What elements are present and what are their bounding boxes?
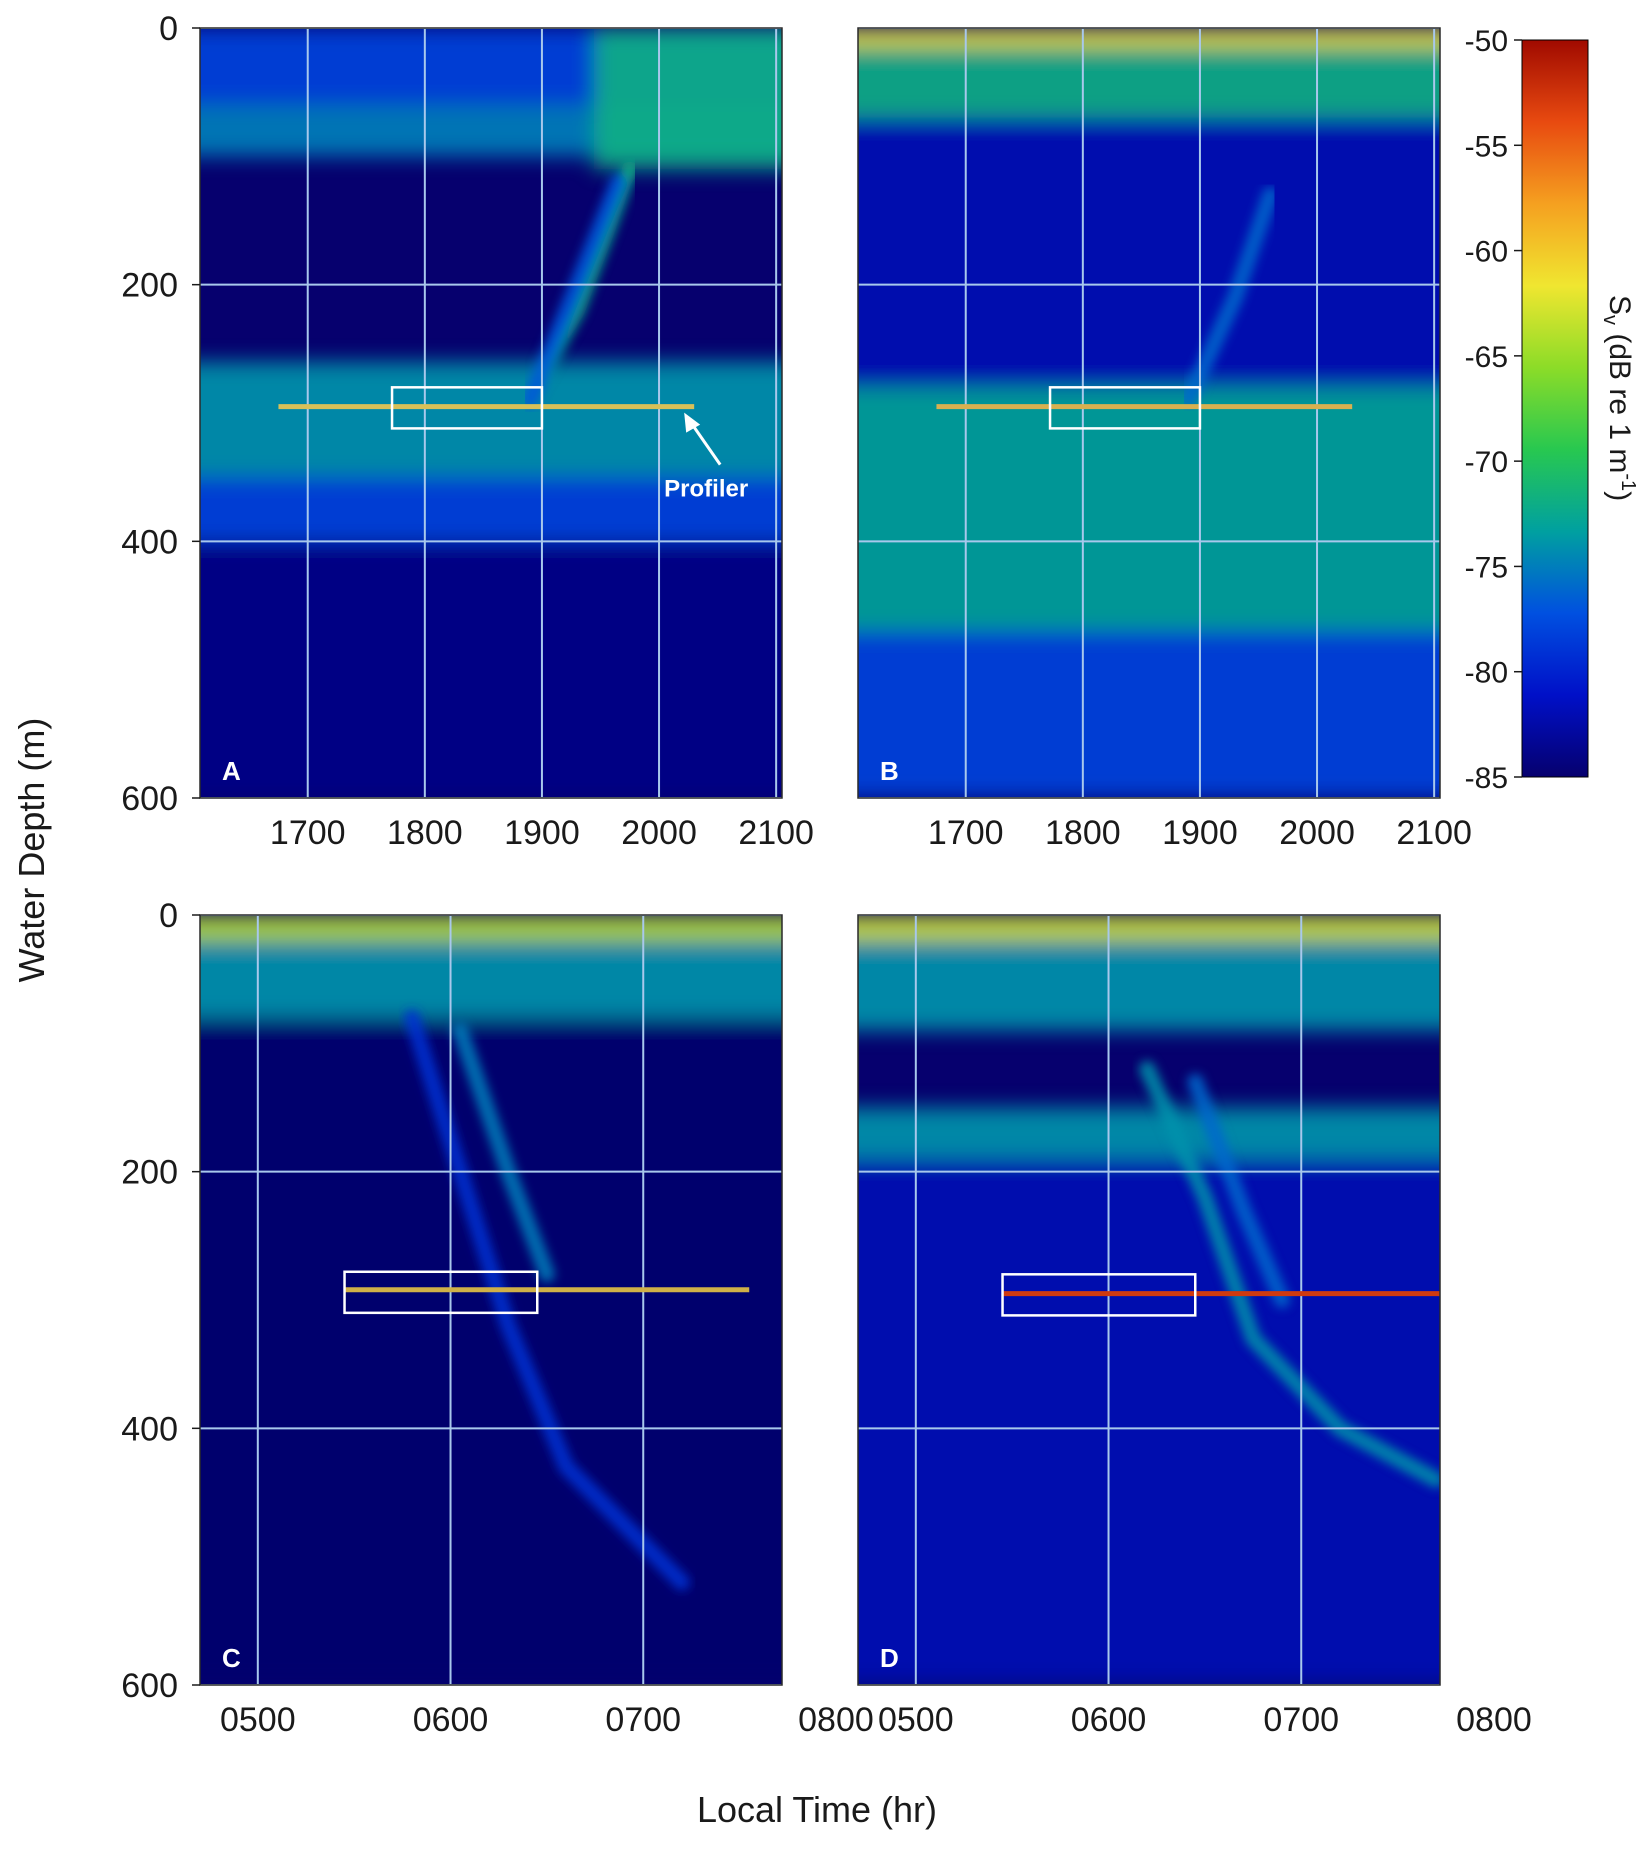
scattering-layer (858, 387, 1440, 632)
y-tick-label: 400 (121, 523, 178, 561)
colorbar-tick-label: -50 (1465, 25, 1508, 58)
plot-area (858, 28, 1440, 798)
x-tick-label: 2000 (1279, 814, 1355, 852)
panel-c: C 0500 0600 0700 0800 0 200 400 600 (121, 897, 874, 1739)
scattering-layer (200, 477, 782, 542)
scattering-layer (858, 117, 1440, 388)
panel-label: C (222, 1643, 241, 1673)
analysis-box (1048, 386, 1202, 430)
colorbar-label-end: ) (1603, 491, 1636, 501)
plot-area (858, 915, 1440, 1685)
scattering-layer (858, 28, 1440, 48)
x-tick-label: 2100 (1396, 814, 1472, 852)
scattering-layer (200, 915, 782, 941)
plot-area (200, 28, 782, 798)
colorbar: -50 -55 -60 -65 -70 -75 -80 -85 Sv (dB re 1 m-1… (1465, 25, 1639, 795)
x-tick-label: 1700 (270, 814, 346, 852)
migration-trails (1180, 186, 1279, 409)
y-tick-label: 0 (159, 897, 178, 935)
y-tick-label: 0 (159, 10, 178, 48)
y-tick-label: 600 (121, 1667, 178, 1705)
plot-area (200, 915, 782, 1685)
colorbar-tick-label: -75 (1465, 551, 1508, 584)
colorbar-scale (1521, 39, 1589, 778)
colorbar-label-sub: v (1599, 315, 1621, 325)
plot-frame (199, 27, 783, 799)
annotation-arrowhead (684, 412, 701, 433)
y-axis-label: Water Depth (m) (11, 718, 52, 983)
colorbar-tick-label: -55 (1465, 130, 1508, 163)
x-tick-label: 1800 (387, 814, 463, 852)
x-tick-label: 0800 (1456, 1701, 1532, 1739)
scattering-layer (858, 1158, 1440, 1685)
x-tick-label: 1800 (1045, 814, 1121, 852)
scattering-layer (200, 541, 782, 798)
analysis-box (1001, 1273, 1197, 1317)
panel-b: B 1700 1800 1900 2000 2100 (857, 27, 1472, 852)
x-tick-label: 0700 (1263, 1701, 1339, 1739)
colorbar-tick-label: -70 (1465, 446, 1508, 479)
colorbar-tick-label: -85 (1465, 762, 1508, 795)
x-tick-label: 1900 (504, 814, 580, 852)
colorbar-tick-label: -60 (1465, 236, 1508, 269)
analysis-box (390, 386, 544, 430)
scattering-layer (593, 28, 782, 170)
migration-trail (1180, 186, 1279, 409)
migration-trails (1139, 1061, 1440, 1488)
profiler-annotation: Profiler (664, 476, 748, 503)
x-tick-label: 1900 (1162, 814, 1238, 852)
scattering-layer (858, 1107, 1440, 1159)
migration-trail (1187, 1073, 1290, 1308)
panel-label: B (880, 756, 899, 786)
plot-frame (857, 914, 1441, 1686)
colorbar-label-sup: -1 (1617, 473, 1639, 491)
scatter-layers (200, 915, 782, 1685)
colorbar-ticks: -50 -55 -60 -65 -70 -75 -80 -85 (1465, 25, 1522, 795)
analysis-box (343, 1270, 539, 1315)
y-tick-label: 400 (121, 1410, 178, 1448)
y-tick-label: 200 (121, 1154, 178, 1192)
x-tick-label: 2000 (621, 814, 697, 852)
colorbar-tick-label: -80 (1465, 657, 1508, 690)
panel-d: D 0500 0600 0700 0800 (857, 914, 1532, 1739)
panel-label: D (880, 1643, 899, 1673)
migration-trail (404, 1009, 690, 1591)
panel-label: A (222, 756, 241, 786)
y-tick-label: 200 (121, 267, 178, 305)
scattering-layer (200, 940, 782, 1018)
x-tick-label: 1700 (928, 814, 1004, 852)
scattering-layer (858, 631, 1440, 798)
colorbar-label-rest: (dB re 1 m (1603, 325, 1636, 473)
x-tick-label: 0500 (220, 1701, 296, 1739)
plot-frame (857, 27, 1441, 799)
colorbar-label-main: S (1603, 295, 1636, 315)
plot-frame (199, 914, 783, 1686)
x-tick-label: 0500 (878, 1701, 954, 1739)
panel-a: A Profiler 1700 1800 1900 2000 2100 0 200 400 600 (121, 10, 814, 852)
scattering-layer (858, 47, 1440, 118)
x-tick-label: 0600 (1071, 1701, 1147, 1739)
migration-trail (1139, 1061, 1440, 1488)
x-tick-label: 0700 (605, 1701, 681, 1739)
x-axis-label: Local Time (hr) (697, 1789, 937, 1830)
x-tick-label: 2100 (738, 814, 814, 852)
x-tick-label: 0800 (798, 1701, 874, 1739)
scattering-layer (858, 940, 1440, 1031)
scattering-layer (858, 915, 1440, 941)
scatter-layers (858, 28, 1440, 798)
colorbar-tick-label: -65 (1465, 341, 1508, 374)
scatter-layers (200, 28, 782, 798)
colorbar-label: Sv (dB re 1 m-1) (1599, 295, 1639, 501)
x-tick-label: 0600 (413, 1701, 489, 1739)
scatter-layers (858, 915, 1440, 1685)
y-tick-label: 600 (121, 780, 178, 818)
